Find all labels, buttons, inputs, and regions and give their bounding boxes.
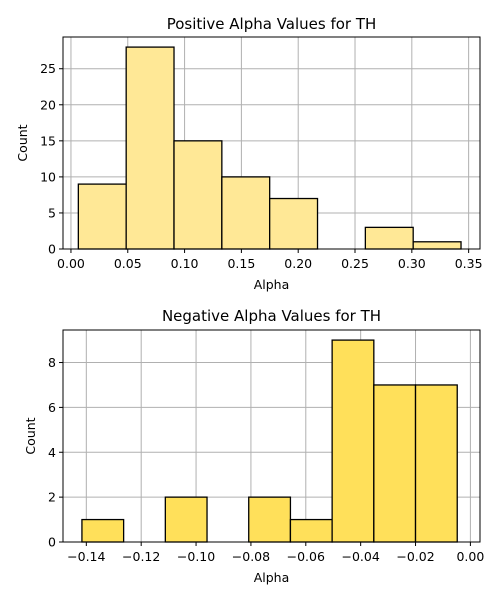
- histogram-bar: [221, 176, 271, 250]
- x-tick-label: 0.05: [114, 256, 142, 271]
- y-tick-label: 0: [48, 242, 56, 257]
- plot-frame: [62, 36, 481, 250]
- histogram-bar: [81, 518, 125, 543]
- x-tick-label: 0.00: [57, 256, 85, 271]
- x-tick-label: 0.30: [398, 256, 426, 271]
- x-tick-label: −0.04: [342, 549, 380, 564]
- x-tick-label: 0.35: [455, 256, 483, 271]
- x-tick-label: 0.25: [341, 256, 369, 271]
- x-tick-label: −0.12: [122, 549, 160, 564]
- histogram-bar: [331, 339, 375, 543]
- y-tick-label: 10: [40, 169, 56, 184]
- x-tick-label: −0.10: [177, 549, 215, 564]
- chart-title: Negative Alpha Values for TH: [162, 307, 381, 325]
- x-tick-label: 0.00: [456, 549, 484, 564]
- y-tick-label: 0: [48, 535, 56, 550]
- plot-frame: [62, 329, 481, 543]
- histogram-bar: [364, 226, 414, 250]
- histogram-bar: [289, 518, 333, 543]
- x-tick-label: −0.08: [232, 549, 270, 564]
- histogram-bar: [77, 183, 127, 250]
- y-tick-label: 5: [48, 205, 56, 220]
- x-tick-label: −0.14: [67, 549, 105, 564]
- x-tick-label: 0.20: [284, 256, 312, 271]
- x-tick-label: −0.02: [396, 549, 434, 564]
- y-tick-label: 6: [48, 400, 56, 415]
- histogram-bar: [373, 384, 417, 543]
- histogram-bar: [125, 46, 175, 250]
- x-tick-label: 0.10: [171, 256, 199, 271]
- chart-title: Positive Alpha Values for TH: [167, 15, 377, 33]
- y-tick-label: 15: [40, 133, 56, 148]
- x-tick-label: −0.06: [287, 549, 325, 564]
- y-tick-label: 8: [48, 355, 56, 370]
- y-axis-label: Count: [23, 417, 38, 454]
- histogram-bar: [414, 384, 458, 543]
- histogram-bar: [173, 140, 223, 250]
- positive-alpha-histogram: 0.00 0.05 0.10 0.15 0.20 0.25 0.30 0.35 0 5 10 15 20…: [15, 15, 483, 292]
- y-tick-label: 2: [48, 490, 56, 505]
- histogram-bar: [412, 241, 462, 250]
- y-axis-label: Count: [15, 124, 30, 161]
- y-tick-label: 20: [40, 97, 56, 112]
- x-axis-label: Alpha: [254, 570, 290, 585]
- negative-alpha-histogram: −0.14 −0.12 −0.10 −0.08 −0.06 −0.04 −0.02 0.00 0…: [23, 307, 484, 585]
- histogram-bar: [269, 197, 319, 250]
- histogram-bar: [248, 496, 292, 543]
- x-axis-label: Alpha: [254, 277, 290, 292]
- histogram-bar: [164, 496, 208, 543]
- x-tick-label: 0.15: [227, 256, 255, 271]
- y-tick-label: 4: [48, 445, 56, 460]
- y-tick-label: 25: [40, 61, 56, 76]
